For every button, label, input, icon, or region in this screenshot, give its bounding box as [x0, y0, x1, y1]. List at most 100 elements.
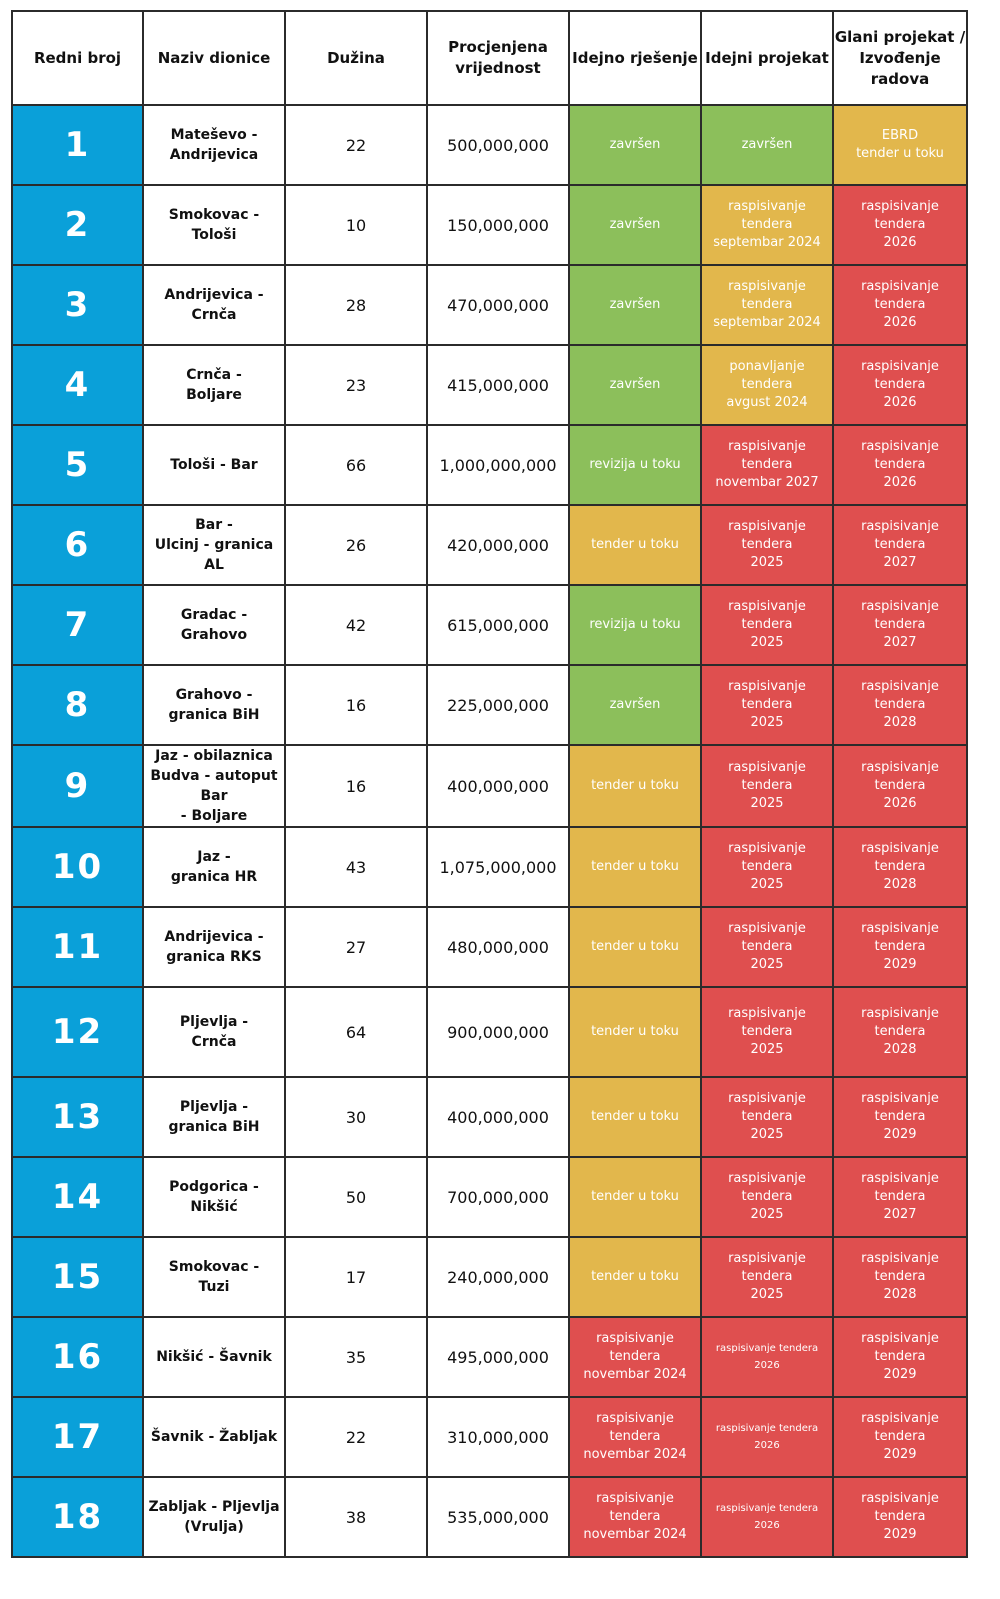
- status-idejno-rjesenje: tender u toku: [568, 906, 702, 988]
- section-name: Podgorica - Nikšić: [142, 1156, 286, 1238]
- status-idejni-projekat: završen: [700, 104, 834, 186]
- status-idejni-projekat: raspisivanje tendera 2025: [700, 986, 834, 1078]
- status-idejno-rjesenje: tender u toku: [568, 504, 702, 586]
- row-number: 3: [11, 264, 144, 346]
- table-row: 11 Andrijevica - granica RKS 27 480,000,000…: [11, 906, 968, 988]
- header-row: Redni broj Naziv dionice Dužina Procjenj…: [11, 10, 968, 106]
- table-body: 1 Mateševo - Andrijevica 22 500,000,000 zavr…: [11, 104, 968, 1558]
- section-length: 22: [284, 1396, 428, 1478]
- status-glavni-projekat: raspisivanje tendera 2027: [832, 1156, 968, 1238]
- section-length: 16: [284, 664, 428, 746]
- header-redni-broj: Redni broj: [11, 10, 144, 106]
- estimated-value: 400,000,000: [426, 744, 570, 828]
- status-glavni-projekat: raspisivanje tendera 2026: [832, 344, 968, 426]
- section-length: 50: [284, 1156, 428, 1238]
- estimated-value: 615,000,000: [426, 584, 570, 666]
- estimated-value: 500,000,000: [426, 104, 570, 186]
- table-row: 17 Šavnik - Žabljak 22 310,000,000 raspisiva…: [11, 1396, 968, 1478]
- estimated-value: 470,000,000: [426, 264, 570, 346]
- section-name: Pljevlja - Crnča: [142, 986, 286, 1078]
- estimated-value: 535,000,000: [426, 1476, 570, 1558]
- section-length: 66: [284, 424, 428, 506]
- status-idejni-projekat: ponavljanje tendera avgust 2024: [700, 344, 834, 426]
- table-row: 10 Jaz - granica HR 43 1,075,000,000 tender …: [11, 826, 968, 908]
- estimated-value: 900,000,000: [426, 986, 570, 1078]
- status-idejni-projekat: raspisivanje tendera 2026: [700, 1476, 834, 1558]
- status-glavni-projekat: raspisivanje tendera 2027: [832, 504, 968, 586]
- row-number: 17: [11, 1396, 144, 1478]
- header-idejno-rjesenje: Idejno rješenje: [568, 10, 702, 106]
- header-glavni-projekat: Glani projekat / Izvođenje radova: [832, 10, 968, 106]
- status-glavni-projekat: raspisivanje tendera 2029: [832, 1316, 968, 1398]
- row-number: 7: [11, 584, 144, 666]
- status-idejno-rjesenje: završen: [568, 104, 702, 186]
- header-procjenjena-vrijednost: Procjenjena vrijednost: [426, 10, 570, 106]
- status-idejno-rjesenje: revizija u toku: [568, 584, 702, 666]
- section-length: 22: [284, 104, 428, 186]
- row-number: 15: [11, 1236, 144, 1318]
- status-idejni-projekat: raspisivanje tendera 2025: [700, 1156, 834, 1238]
- status-idejni-projekat: raspisivanje tendera septembar 2024: [700, 184, 834, 266]
- table-row: 7 Gradac - Grahovo 42 615,000,000 revizija u…: [11, 584, 968, 666]
- section-length: 26: [284, 504, 428, 586]
- status-idejno-rjesenje: raspisivanje tendera novembar 2024: [568, 1476, 702, 1558]
- estimated-value: 495,000,000: [426, 1316, 570, 1398]
- estimated-value: 400,000,000: [426, 1076, 570, 1158]
- status-glavni-projekat: raspisivanje tendera 2029: [832, 1076, 968, 1158]
- estimated-value: 240,000,000: [426, 1236, 570, 1318]
- row-number: 18: [11, 1476, 144, 1558]
- row-number: 1: [11, 104, 144, 186]
- status-idejni-projekat: raspisivanje tendera 2025: [700, 504, 834, 586]
- section-length: 16: [284, 744, 428, 828]
- row-number: 4: [11, 344, 144, 426]
- estimated-value: 1,075,000,000: [426, 826, 570, 908]
- status-idejni-projekat: raspisivanje tendera 2025: [700, 826, 834, 908]
- status-glavni-projekat: raspisivanje tendera 2028: [832, 986, 968, 1078]
- status-idejno-rjesenje: završen: [568, 344, 702, 426]
- section-name: Jaz - granica HR: [142, 826, 286, 908]
- section-length: 35: [284, 1316, 428, 1398]
- section-name: Smokovac - Tuzi: [142, 1236, 286, 1318]
- status-glavni-projekat: raspisivanje tendera 2029: [832, 1396, 968, 1478]
- row-number: 14: [11, 1156, 144, 1238]
- status-idejni-projekat: raspisivanje tendera 2026: [700, 1316, 834, 1398]
- estimated-value: 480,000,000: [426, 906, 570, 988]
- estimated-value: 420,000,000: [426, 504, 570, 586]
- status-glavni-projekat: raspisivanje tendera 2029: [832, 906, 968, 988]
- status-idejno-rjesenje: završen: [568, 184, 702, 266]
- table-row: 18 Zabljak - Pljevlja (Vrulja) 38 535,000,0…: [11, 1476, 968, 1558]
- status-glavni-projekat: raspisivanje tendera 2026: [832, 744, 968, 828]
- status-glavni-projekat: raspisivanje tendera 2028: [832, 826, 968, 908]
- header-duzina: Dužina: [284, 10, 428, 106]
- estimated-value: 700,000,000: [426, 1156, 570, 1238]
- table-row: 12 Pljevlja - Crnča 64 900,000,000 tender u …: [11, 986, 968, 1078]
- section-name: Tološi - Bar: [142, 424, 286, 506]
- section-name: Crnča - Boljare: [142, 344, 286, 426]
- status-glavni-projekat: raspisivanje tendera 2028: [832, 1236, 968, 1318]
- status-glavni-projekat: raspisivanje tendera 2027: [832, 584, 968, 666]
- status-idejni-projekat: raspisivanje tendera 2026: [700, 1396, 834, 1478]
- status-glavni-projekat: raspisivanje tendera 2026: [832, 424, 968, 506]
- table-row: 3 Andrijevica - Crnča 28 470,000,000 završen…: [11, 264, 968, 346]
- section-name: Smokovac - Tološi: [142, 184, 286, 266]
- row-number: 13: [11, 1076, 144, 1158]
- road-sections-table: Redni broj Naziv dionice Dužina Procjenj…: [11, 10, 968, 1558]
- status-idejni-projekat: raspisivanje tendera 2025: [700, 664, 834, 746]
- row-number: 10: [11, 826, 144, 908]
- section-name: Andrijevica - Crnča: [142, 264, 286, 346]
- section-length: 43: [284, 826, 428, 908]
- table-row: 16 Nikšić - Šavnik 35 495,000,000 raspisivan…: [11, 1316, 968, 1398]
- status-glavni-projekat: raspisivanje tendera 2028: [832, 664, 968, 746]
- section-length: 17: [284, 1236, 428, 1318]
- estimated-value: 415,000,000: [426, 344, 570, 426]
- status-idejno-rjesenje: raspisivanje tendera novembar 2024: [568, 1396, 702, 1478]
- status-glavni-projekat: EBRD tender u toku: [832, 104, 968, 186]
- header-idejni-projekat: Idejni projekat: [700, 10, 834, 106]
- section-name: Jaz - obilaznica Budva - autoput Bar - B…: [142, 744, 286, 828]
- table-row: 14 Podgorica - Nikšić 50 700,000,000 tender …: [11, 1156, 968, 1238]
- status-idejno-rjesenje: završen: [568, 264, 702, 346]
- status-idejno-rjesenje: završen: [568, 664, 702, 746]
- section-name: Grahovo - granica BiH: [142, 664, 286, 746]
- section-name: Andrijevica - granica RKS: [142, 906, 286, 988]
- status-idejno-rjesenje: tender u toku: [568, 1156, 702, 1238]
